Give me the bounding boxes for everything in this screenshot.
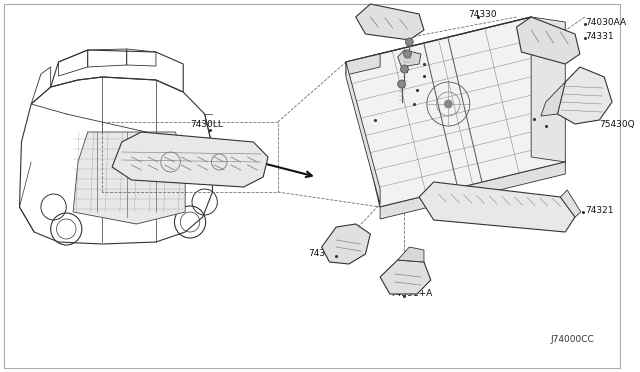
Text: 67467P: 67467P (426, 58, 460, 67)
Polygon shape (73, 132, 185, 224)
Polygon shape (380, 260, 431, 294)
Polygon shape (356, 4, 424, 40)
Polygon shape (346, 17, 565, 207)
Circle shape (405, 38, 413, 46)
Circle shape (444, 100, 452, 108)
Circle shape (397, 80, 405, 88)
Text: 74331+A: 74331+A (390, 289, 432, 298)
Polygon shape (112, 132, 268, 187)
Polygon shape (346, 62, 380, 204)
Polygon shape (531, 17, 565, 162)
Polygon shape (541, 82, 565, 116)
Text: 7430LL: 7430LL (190, 119, 223, 128)
Text: 74300: 74300 (538, 112, 566, 122)
Text: 74330: 74330 (468, 10, 497, 19)
Polygon shape (561, 190, 581, 217)
Polygon shape (397, 50, 421, 67)
Text: 74B10B: 74B10B (426, 70, 461, 78)
Polygon shape (322, 224, 371, 264)
Text: 74030AA: 74030AA (585, 17, 626, 26)
Polygon shape (380, 162, 565, 219)
Text: 75430Q: 75430Q (600, 119, 635, 128)
Text: 74331: 74331 (585, 32, 613, 41)
Text: 74320: 74320 (360, 112, 389, 122)
Text: 74030A: 74030A (404, 83, 439, 93)
Text: 74030AB: 74030AB (390, 97, 431, 106)
Circle shape (403, 50, 412, 58)
Text: J74000CC: J74000CC (551, 335, 595, 344)
Polygon shape (557, 67, 612, 124)
Polygon shape (419, 182, 575, 232)
Text: 74321: 74321 (585, 205, 613, 215)
Polygon shape (346, 54, 380, 75)
Circle shape (401, 65, 408, 73)
Polygon shape (397, 247, 424, 262)
Text: 74330+A: 74330+A (308, 250, 350, 259)
Polygon shape (516, 17, 580, 64)
